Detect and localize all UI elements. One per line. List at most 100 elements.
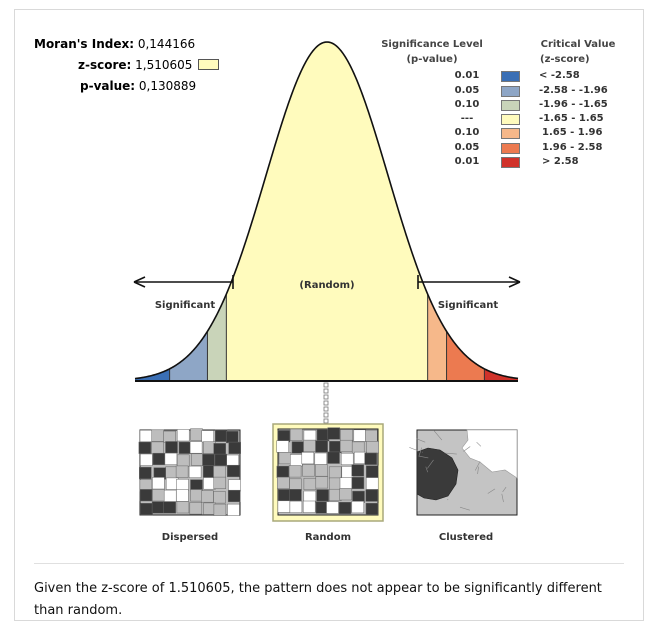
map-cell	[228, 441, 241, 454]
pvalue-label: p-value:	[80, 79, 136, 93]
map-cell	[314, 452, 328, 465]
dispersed-thumbnail	[138, 428, 241, 516]
clustered-white-region	[461, 429, 518, 479]
cell-boundary	[476, 441, 482, 447]
legend-pvalue: ---	[460, 113, 474, 124]
map-cell	[352, 490, 365, 503]
map-cell	[329, 477, 342, 490]
map-cell	[326, 501, 339, 514]
map-cell	[165, 441, 178, 454]
legend-zrange: -2.58 - -1.96	[539, 85, 608, 96]
map-cell	[327, 451, 340, 464]
legend-zrange: > 2.58	[542, 156, 579, 167]
map-cell	[176, 478, 189, 492]
legend-zrange: 1.65 - 1.96	[542, 127, 603, 138]
map-cell	[365, 429, 378, 442]
marker-dot	[323, 406, 329, 412]
map-cell	[288, 465, 302, 478]
legend-swatch	[501, 143, 520, 154]
map-cell	[329, 440, 342, 454]
sig-level-header-line2: (p-value)	[406, 54, 458, 65]
map-cell	[365, 489, 379, 502]
legend-swatch	[501, 114, 520, 125]
map-cell	[339, 488, 352, 501]
map-cell	[353, 451, 367, 464]
random-cells	[276, 427, 379, 516]
map-cell	[138, 441, 152, 454]
clustered-thumbnail	[409, 429, 518, 516]
legend-pvalue: 0.01	[454, 70, 480, 81]
cell-boundary	[427, 459, 434, 469]
map-cell	[289, 500, 303, 513]
zscore-value: 1,510605	[135, 58, 193, 72]
map-cell	[327, 427, 341, 440]
cell-boundary	[425, 466, 428, 473]
cell-boundary	[477, 466, 479, 475]
map-cell	[351, 464, 365, 477]
cell-boundary	[409, 447, 419, 452]
map-cell	[201, 430, 214, 443]
cell-boundary	[418, 455, 429, 459]
map-cell	[164, 452, 178, 465]
cell-boundary	[459, 506, 470, 511]
map-cell	[176, 454, 190, 467]
marker-dot	[323, 418, 329, 424]
map-cell	[190, 428, 203, 441]
map-cell	[303, 477, 317, 491]
map-cell	[315, 464, 328, 477]
cell-boundary	[416, 438, 426, 443]
map-cell	[140, 453, 153, 466]
map-cell	[339, 477, 353, 490]
legend-swatch	[501, 157, 520, 168]
map-cell	[328, 488, 342, 502]
right-arrow	[417, 275, 521, 289]
map-cell	[227, 503, 240, 516]
marker-dot	[323, 400, 329, 406]
cell-boundary	[474, 461, 481, 471]
legend-zrange: -1.65 - 1.65	[539, 113, 604, 124]
pvalue-row: p-value: 0,130889	[80, 76, 196, 97]
dispersed-cells	[138, 428, 241, 516]
random-pattern-label: Random	[304, 532, 351, 543]
map-cell	[152, 452, 166, 466]
map-cell	[163, 430, 176, 443]
divider	[34, 563, 624, 564]
map-cell	[190, 489, 203, 502]
legend-swatch	[501, 86, 520, 97]
legend-swatch	[501, 128, 520, 139]
map-cell	[353, 429, 367, 442]
map-cell	[213, 443, 226, 456]
map-cell	[351, 476, 365, 490]
map-cell	[289, 478, 302, 491]
map-cell	[340, 452, 354, 466]
map-cell	[339, 439, 353, 453]
map-cell	[365, 502, 379, 516]
map-cell	[213, 476, 226, 489]
map-cell	[303, 439, 316, 452]
map-cell	[176, 501, 190, 514]
random-label: (Random)	[299, 280, 354, 291]
map-cell	[316, 489, 329, 502]
map-cell	[301, 452, 315, 465]
marker-dot	[323, 412, 329, 418]
result-caption: Given the z-score of 1.510605, the patte…	[34, 581, 602, 618]
cell-boundary	[433, 430, 443, 441]
map-cell	[163, 489, 177, 502]
map-cell	[302, 500, 316, 513]
map-cell	[276, 465, 290, 478]
marker-dot	[323, 388, 329, 394]
marker-dot	[323, 394, 329, 400]
map-cell	[351, 441, 365, 454]
clustered-label: Clustered	[438, 532, 494, 543]
map-cell	[139, 429, 153, 443]
map-cell	[189, 502, 203, 515]
cell-boundary	[501, 493, 504, 503]
legend-pvalue: 0.10	[454, 99, 480, 110]
map-cell	[276, 440, 289, 453]
map-cell	[176, 429, 190, 442]
sig-level-header-line1: Significance Level	[381, 39, 483, 50]
map-cell	[189, 441, 203, 454]
map-cell	[163, 501, 176, 514]
legend-pvalue: 0.05	[454, 142, 480, 153]
map-cell	[152, 489, 165, 502]
